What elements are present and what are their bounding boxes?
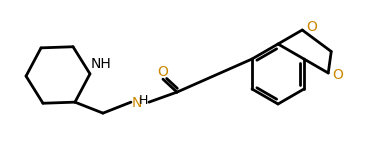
Text: NH: NH <box>91 57 112 71</box>
Text: O: O <box>306 20 317 34</box>
Text: N: N <box>132 96 142 110</box>
Text: O: O <box>332 68 343 82</box>
Text: H: H <box>139 94 148 107</box>
Text: O: O <box>158 65 168 79</box>
